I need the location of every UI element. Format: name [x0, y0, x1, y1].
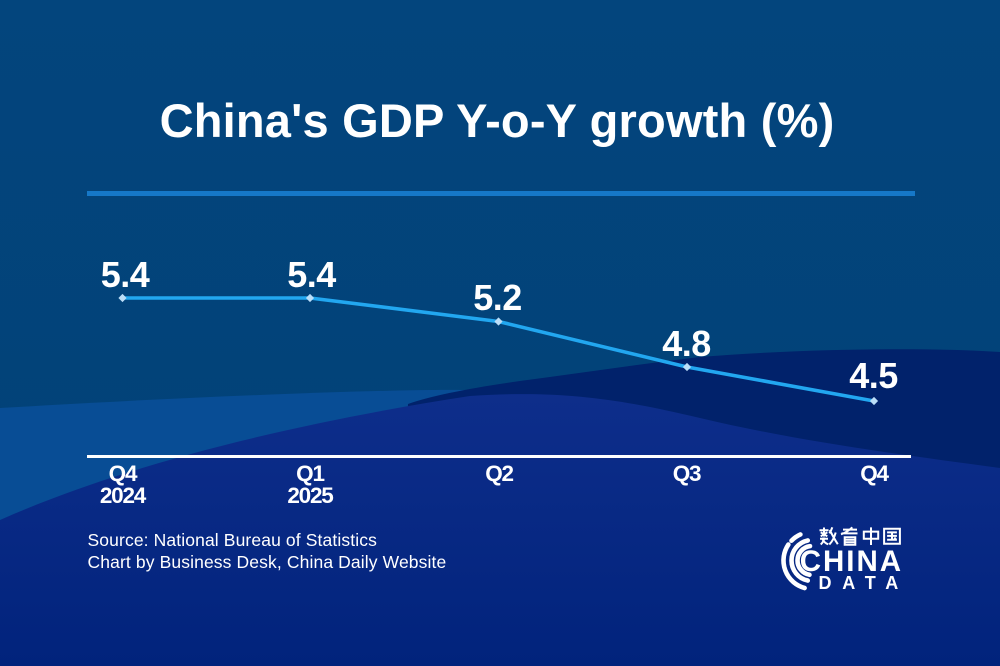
svg-text:CHINA: CHINA	[800, 545, 903, 578]
svg-text:DATA: DATA	[819, 573, 910, 593]
